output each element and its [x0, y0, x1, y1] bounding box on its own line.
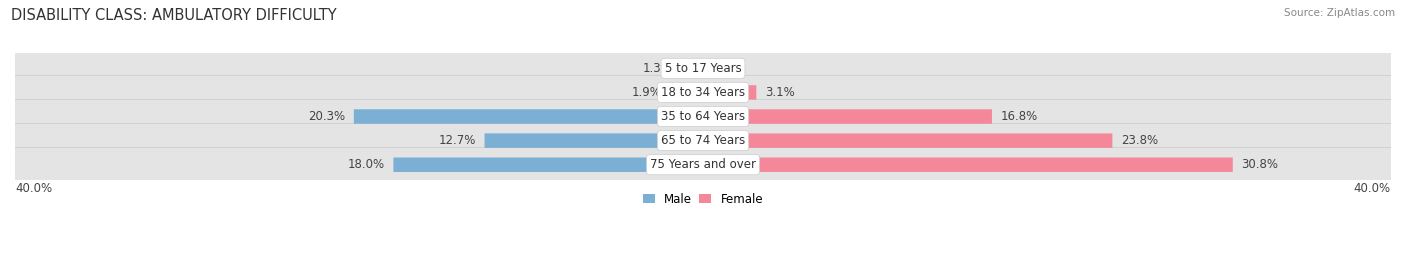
FancyBboxPatch shape: [10, 75, 1396, 109]
Text: 40.0%: 40.0%: [1354, 182, 1391, 194]
Text: 75 Years and over: 75 Years and over: [650, 158, 756, 171]
Text: 18 to 34 Years: 18 to 34 Years: [661, 86, 745, 99]
FancyBboxPatch shape: [394, 157, 703, 172]
Text: 1.9%: 1.9%: [631, 86, 662, 99]
FancyBboxPatch shape: [703, 157, 1233, 172]
FancyBboxPatch shape: [703, 85, 756, 100]
Text: 12.7%: 12.7%: [439, 134, 477, 147]
FancyBboxPatch shape: [10, 51, 1396, 86]
FancyBboxPatch shape: [485, 133, 703, 148]
FancyBboxPatch shape: [681, 61, 703, 76]
Text: 40.0%: 40.0%: [15, 182, 52, 194]
Text: 23.8%: 23.8%: [1121, 134, 1159, 147]
Text: DISABILITY CLASS: AMBULATORY DIFFICULTY: DISABILITY CLASS: AMBULATORY DIFFICULTY: [11, 8, 337, 23]
Text: 30.8%: 30.8%: [1241, 158, 1278, 171]
Text: Source: ZipAtlas.com: Source: ZipAtlas.com: [1284, 8, 1395, 18]
Text: 3.1%: 3.1%: [765, 86, 794, 99]
FancyBboxPatch shape: [10, 100, 1396, 134]
Text: 18.0%: 18.0%: [347, 158, 385, 171]
Text: 5 to 17 Years: 5 to 17 Years: [665, 62, 741, 75]
FancyBboxPatch shape: [10, 123, 1396, 158]
FancyBboxPatch shape: [10, 148, 1396, 182]
FancyBboxPatch shape: [354, 109, 703, 124]
Text: 20.3%: 20.3%: [308, 110, 346, 123]
FancyBboxPatch shape: [703, 133, 1112, 148]
Text: 35 to 64 Years: 35 to 64 Years: [661, 110, 745, 123]
Text: 0.0%: 0.0%: [711, 62, 741, 75]
Legend: Male, Female: Male, Female: [638, 188, 768, 210]
FancyBboxPatch shape: [703, 109, 993, 124]
FancyBboxPatch shape: [671, 85, 703, 100]
Text: 65 to 74 Years: 65 to 74 Years: [661, 134, 745, 147]
Text: 16.8%: 16.8%: [1001, 110, 1038, 123]
Text: 1.3%: 1.3%: [643, 62, 672, 75]
